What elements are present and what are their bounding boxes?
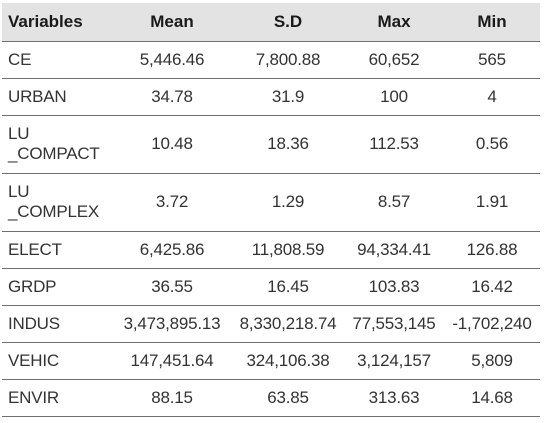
min-cell: 4: [444, 78, 540, 116]
sd-cell: 1.29: [232, 173, 344, 232]
sd-cell: 16.45: [232, 268, 344, 306]
table-row: LU _COMPACT 10.48 18.36 112.53 0.56: [2, 115, 540, 174]
min-cell: 0.56: [444, 115, 540, 174]
header-min: Min: [444, 3, 540, 42]
variable-cell: VEHIC: [2, 342, 112, 380]
sd-cell: 31.9: [232, 78, 344, 116]
mean-cell: 5,446.46: [112, 41, 232, 79]
max-cell: 8.57: [344, 173, 444, 232]
table-header: Variables Mean S.D Max Min: [2, 3, 540, 42]
variable-name-line-1: LU: [8, 124, 30, 143]
min-cell: 16.42: [444, 268, 540, 306]
mean-cell: 88.15: [112, 379, 232, 417]
variable-cell: ENVIR: [2, 379, 112, 417]
table-row: ENVIR 88.15 63.85 313.63 14.68: [2, 379, 540, 417]
header-variables: Variables: [2, 3, 112, 42]
sd-cell: 7,800.88: [232, 41, 344, 79]
max-cell: 94,334.41: [344, 231, 444, 269]
mean-cell: 6,425.86: [112, 231, 232, 269]
min-cell: 126.88: [444, 231, 540, 269]
variable-name: ELECT: [8, 239, 62, 259]
max-cell: 103.83: [344, 268, 444, 306]
sd-cell: 8,330,218.74: [232, 305, 344, 343]
table-body: CE 5,446.46 7,800.88 60,652 565 URBAN 34…: [2, 41, 540, 417]
variable-name: CE: [8, 49, 32, 69]
mean-cell: 10.48: [112, 115, 232, 174]
variable-name: GRDP: [8, 276, 57, 296]
variable-name-line-1: LU: [8, 182, 30, 201]
sd-cell: 324,106.38: [232, 342, 344, 380]
sd-cell: 63.85: [232, 379, 344, 417]
table-row: VEHIC 147,451.64 324,106.38 3,124,157 5,…: [2, 342, 540, 380]
max-cell: 3,124,157: [344, 342, 444, 380]
min-cell: 1.91: [444, 173, 540, 232]
variable-cell: GRDP: [2, 268, 112, 306]
max-cell: 313.63: [344, 379, 444, 417]
table-row: URBAN 34.78 31.9 100 4: [2, 78, 540, 116]
table-row: ELECT 6,425.86 11,808.59 94,334.41 126.8…: [2, 231, 540, 269]
header-row: Variables Mean S.D Max Min: [2, 3, 540, 42]
descriptive-statistics-table: Variables Mean S.D Max Min CE 5,446.46 7…: [2, 3, 540, 417]
mean-cell: 36.55: [112, 268, 232, 306]
variable-name: INDUS: [8, 313, 60, 333]
max-cell: 112.53: [344, 115, 444, 174]
min-cell: 14.68: [444, 379, 540, 417]
variable-cell: ELECT: [2, 231, 112, 269]
table-row: LU _COMPLEX 3.72 1.29 8.57 1.91: [2, 173, 540, 232]
mean-cell: 147,451.64: [112, 342, 232, 380]
table-row: CE 5,446.46 7,800.88 60,652 565: [2, 41, 540, 79]
mean-cell: 34.78: [112, 78, 232, 116]
variable-name: URBAN: [8, 86, 67, 106]
variable-cell: URBAN: [2, 78, 112, 116]
max-cell: 77,553,145: [344, 305, 444, 343]
variable-cell: LU _COMPLEX: [2, 173, 112, 232]
sd-cell: 11,808.59: [232, 231, 344, 269]
variable-name: VEHIC: [8, 350, 59, 370]
max-cell: 100: [344, 78, 444, 116]
header-mean: Mean: [112, 3, 232, 42]
variable-cell: INDUS: [2, 305, 112, 343]
variable-cell: CE: [2, 41, 112, 79]
table-row: GRDP 36.55 16.45 103.83 16.42: [2, 268, 540, 306]
sd-cell: 18.36: [232, 115, 344, 174]
variable-name: ENVIR: [8, 387, 59, 407]
max-cell: 60,652: [344, 41, 444, 79]
variable-cell: LU _COMPACT: [2, 115, 112, 174]
variable-name-line-2: _COMPLEX: [8, 202, 99, 221]
min-cell: -1,702,240: [444, 305, 540, 343]
header-max: Max: [344, 3, 444, 42]
header-sd: S.D: [232, 3, 344, 42]
variable-name-line-2: _COMPACT: [8, 144, 100, 163]
min-cell: 5,809: [444, 342, 540, 380]
min-cell: 565: [444, 41, 540, 79]
mean-cell: 3,473,895.13: [112, 305, 232, 343]
mean-cell: 3.72: [112, 173, 232, 232]
table-row: INDUS 3,473,895.13 8,330,218.74 77,553,1…: [2, 305, 540, 343]
